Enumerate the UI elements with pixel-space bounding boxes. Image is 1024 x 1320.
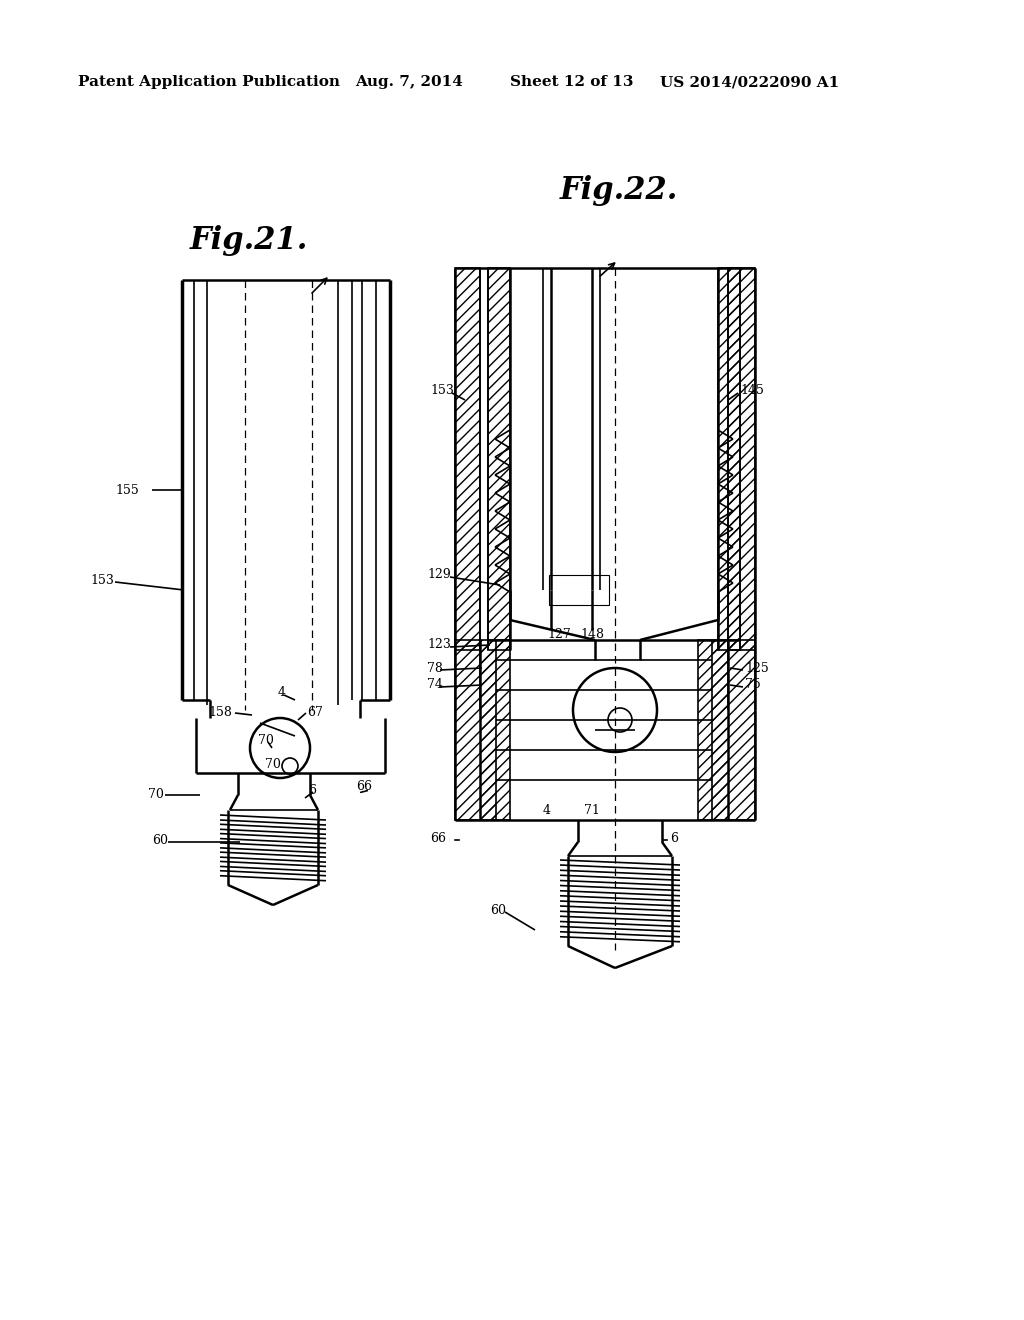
- Text: 6: 6: [308, 784, 316, 796]
- Bar: [718, 268, 740, 649]
- Text: 155: 155: [115, 483, 138, 496]
- Bar: [455, 640, 510, 820]
- Text: 70: 70: [258, 734, 273, 747]
- Text: 4: 4: [278, 685, 286, 698]
- Text: 148: 148: [580, 628, 604, 642]
- Text: 70: 70: [265, 759, 281, 771]
- Text: 6: 6: [670, 832, 678, 845]
- Text: US 2014/0222090 A1: US 2014/0222090 A1: [660, 75, 840, 88]
- Bar: [712, 640, 728, 820]
- Text: 74: 74: [427, 678, 442, 692]
- Bar: [455, 268, 480, 649]
- Bar: [549, 576, 609, 605]
- Text: 70: 70: [148, 788, 164, 800]
- Text: Fig.22.: Fig.22.: [560, 174, 678, 206]
- Text: 158: 158: [208, 705, 231, 718]
- Bar: [480, 640, 496, 820]
- Text: 153: 153: [90, 573, 114, 586]
- Text: 60: 60: [490, 903, 506, 916]
- Text: 123: 123: [427, 639, 451, 652]
- Bar: [488, 268, 510, 649]
- Text: Fig.21.: Fig.21.: [190, 224, 308, 256]
- Text: 125: 125: [745, 661, 769, 675]
- Text: Patent Application Publication: Patent Application Publication: [78, 75, 340, 88]
- Text: 60: 60: [152, 833, 168, 846]
- Text: 129: 129: [427, 569, 451, 582]
- Bar: [728, 268, 755, 649]
- Text: 66: 66: [356, 780, 372, 792]
- Text: 4: 4: [543, 804, 551, 817]
- Text: 78: 78: [427, 661, 442, 675]
- Bar: [698, 640, 755, 820]
- Text: 153: 153: [430, 384, 454, 396]
- Text: 145: 145: [740, 384, 764, 396]
- Text: Sheet 12 of 13: Sheet 12 of 13: [510, 75, 634, 88]
- Text: 71: 71: [584, 804, 600, 817]
- Text: 75: 75: [745, 678, 761, 692]
- Text: Aug. 7, 2014: Aug. 7, 2014: [355, 75, 463, 88]
- Text: 66: 66: [430, 832, 446, 845]
- Text: 127: 127: [547, 628, 570, 642]
- Text: 67: 67: [307, 705, 323, 718]
